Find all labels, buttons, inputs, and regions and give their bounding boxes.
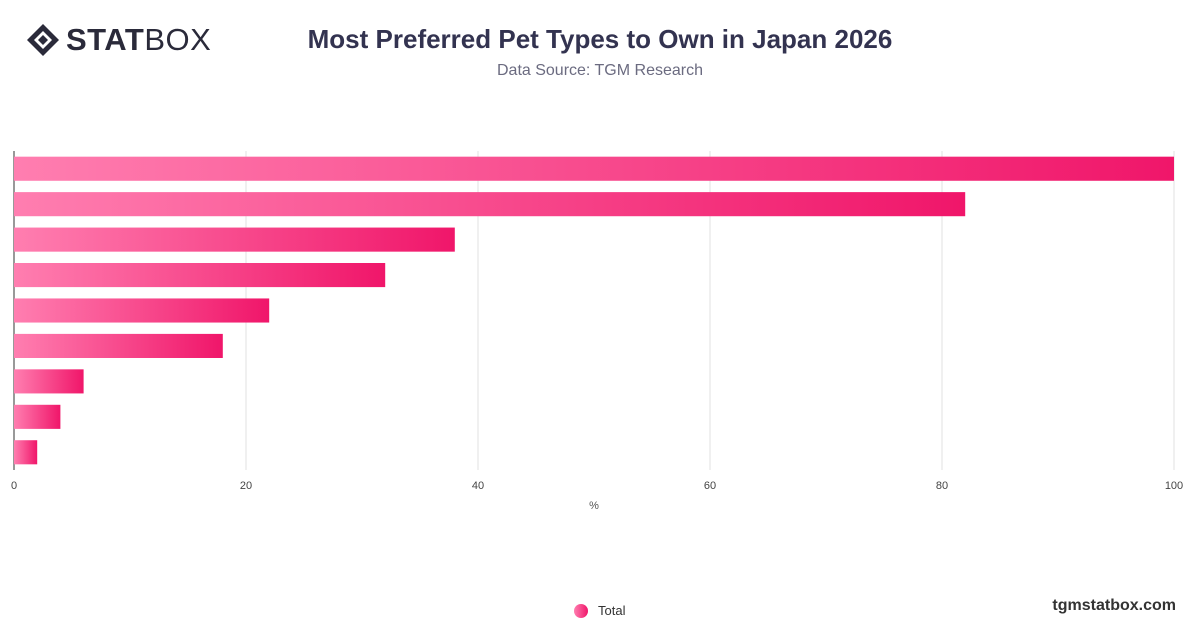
bar[interactable] [14,227,455,252]
diamond-logo-icon [27,24,59,56]
x-tick-label: 20 [240,480,252,492]
bar[interactable] [14,369,84,394]
brand-logo: STATBOX [26,22,211,58]
x-tick-label: 80 [936,480,948,492]
legend[interactable]: Total [574,603,625,618]
legend-label-total: Total [598,603,626,618]
bar[interactable] [14,333,223,358]
bar[interactable] [14,404,61,429]
chart-subtitle: Data Source: TGM Research [496,62,703,79]
x-tick-label: 40 [472,480,484,492]
site-url: tgmstatbox.com [1052,597,1176,614]
x-tick-label: 60 [704,480,716,492]
x-axis-label: % [589,500,599,512]
bar[interactable] [14,440,38,465]
brand-wordmark: STATBOX [66,23,211,57]
bar[interactable] [14,263,386,288]
x-axis-ticks: 0 20 40 60 80 100 [11,480,1183,492]
brand-light: BOX [144,22,212,57]
legend-marker-icon [574,603,588,618]
x-tick-label: 0 [11,480,17,492]
brand-bold: STAT [66,22,145,57]
chart-title: Most Preferred Pet Types to Own in Japan… [307,24,893,54]
x-tick-label: 100 [1165,480,1183,492]
bar[interactable] [14,298,270,323]
bar-chart: 0 20 40 60 80 100 % [11,151,1183,512]
bars [14,156,1174,465]
bar[interactable] [14,156,1174,181]
bar[interactable] [14,192,966,217]
